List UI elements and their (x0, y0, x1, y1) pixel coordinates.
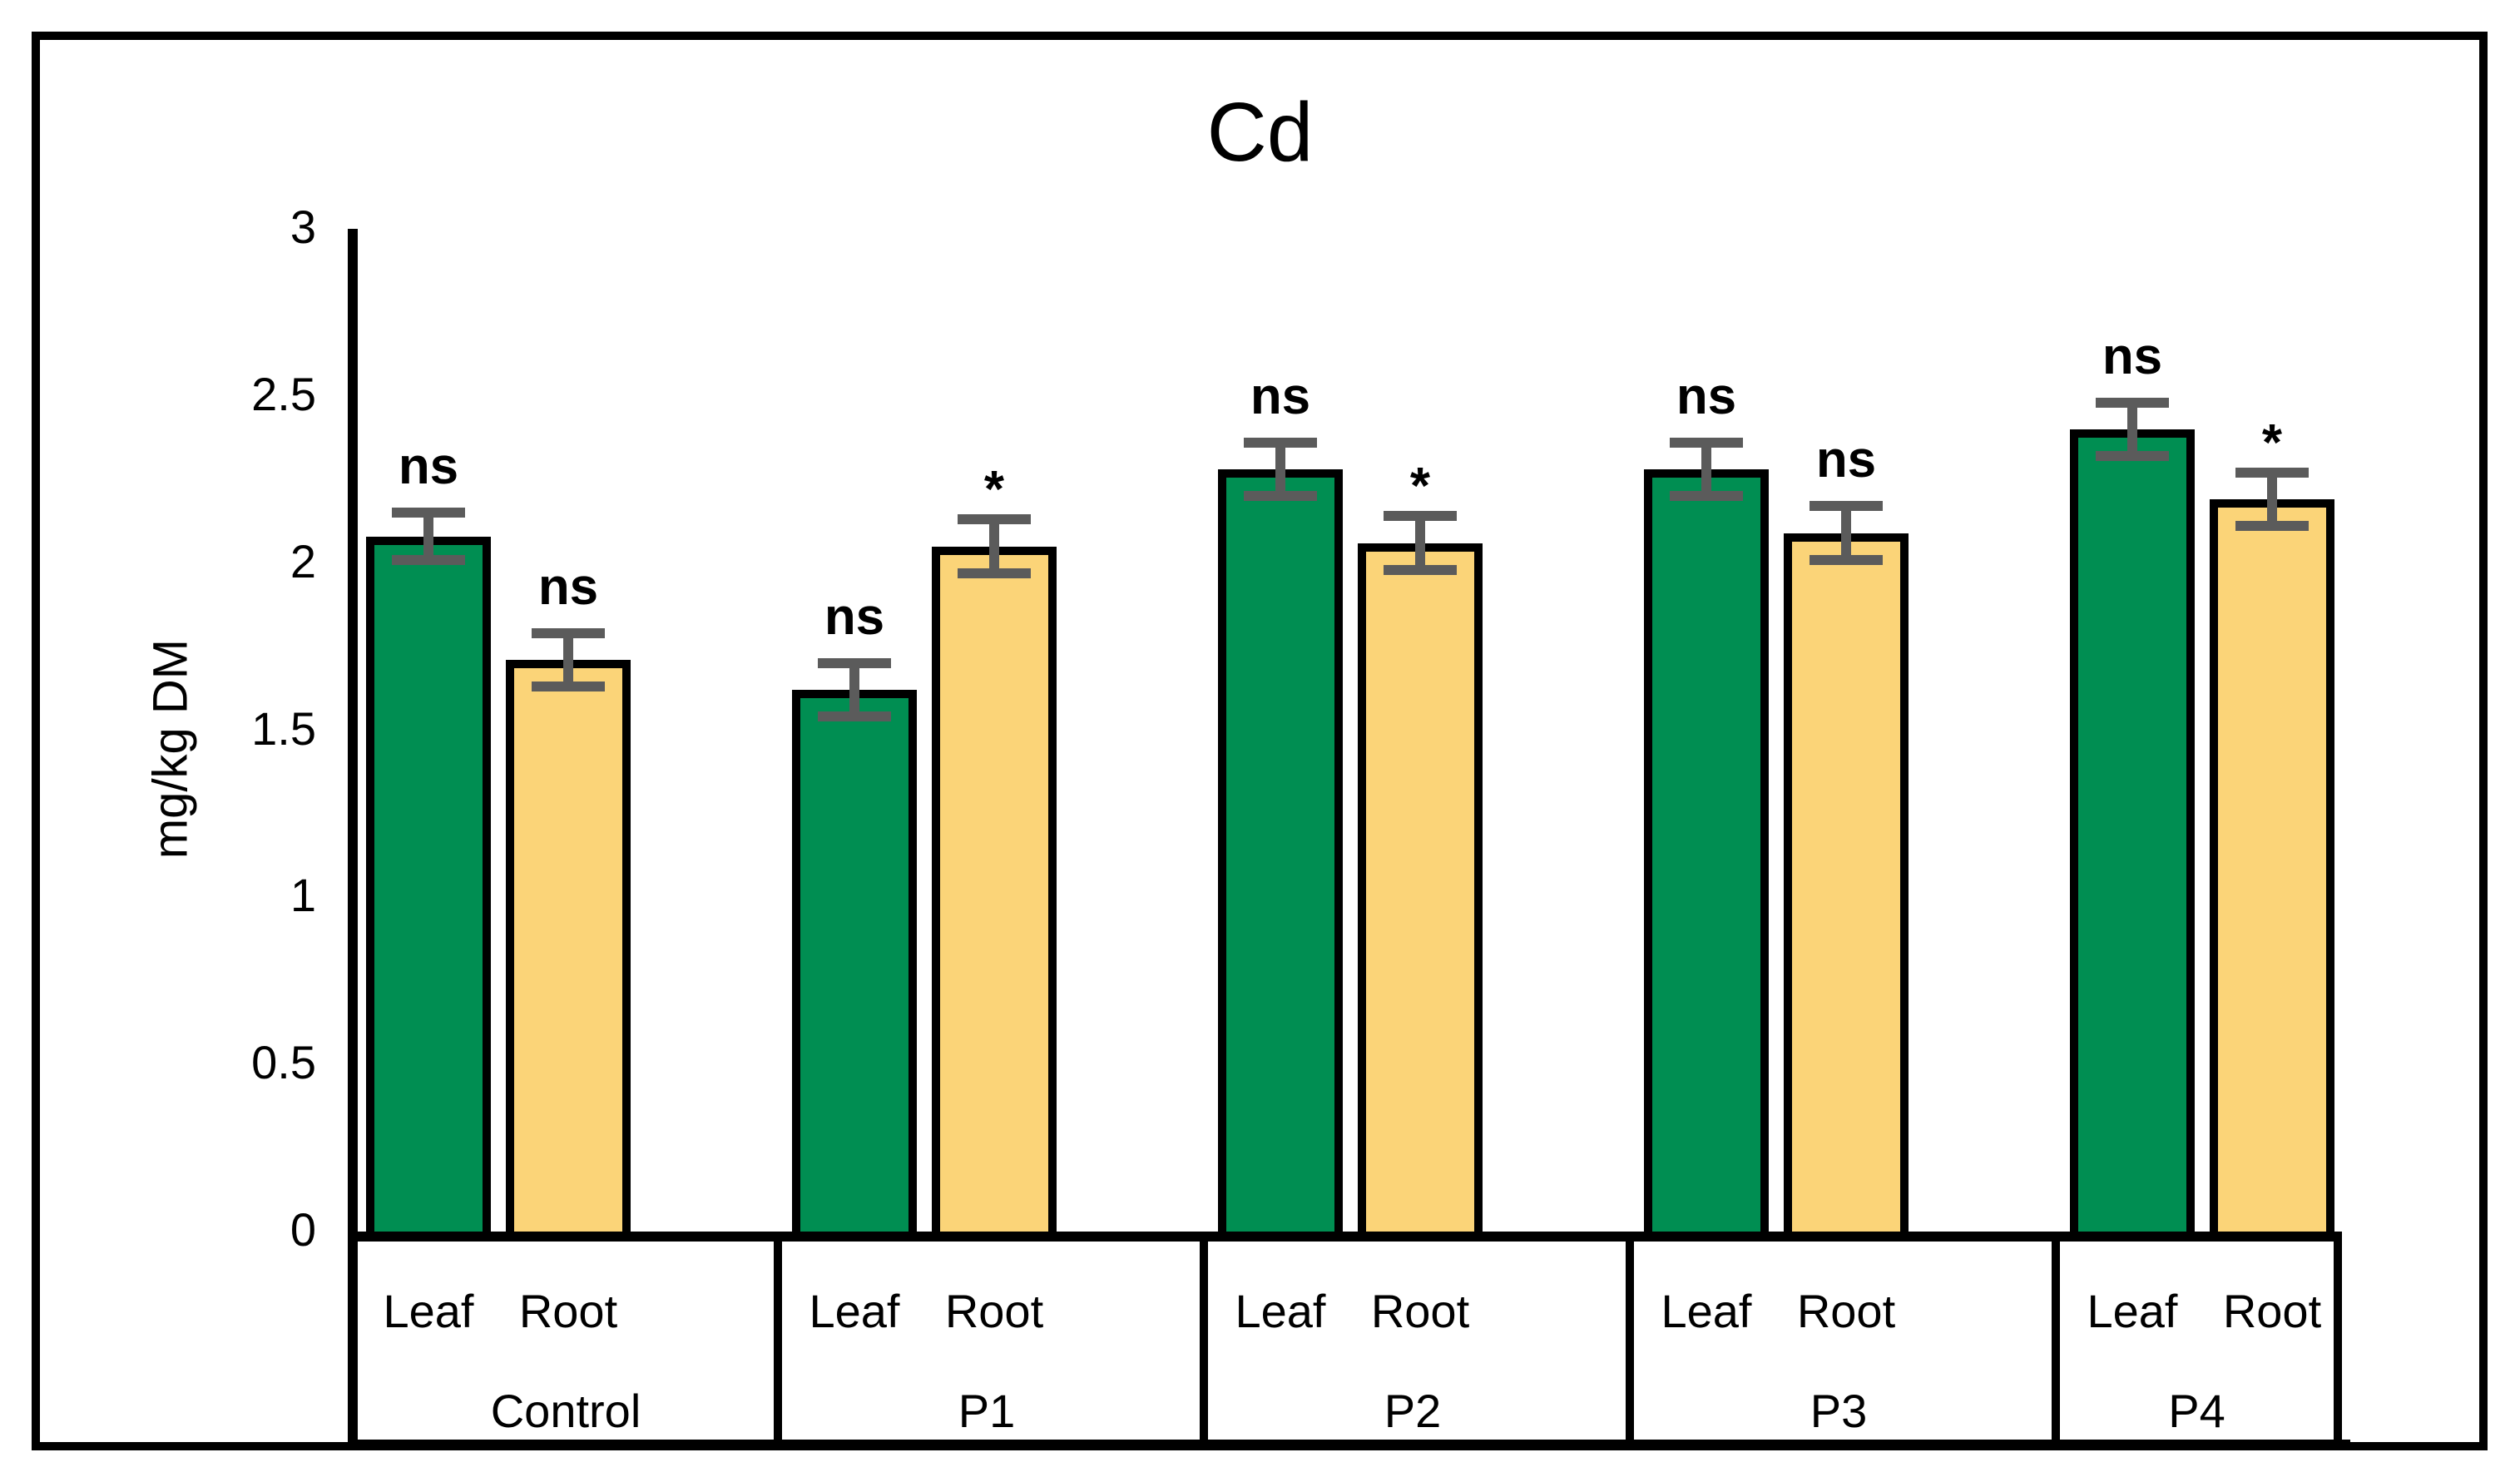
error-bar-cap-top (1244, 438, 1317, 449)
error-bar-line (989, 519, 999, 573)
group-label: Control (490, 1385, 641, 1437)
error-bar-line (2267, 473, 2277, 527)
y-tick-label: 1 (290, 869, 316, 922)
error-bar-cap-bottom (818, 711, 891, 722)
category-box-right (2334, 1232, 2342, 1448)
chart-title: Cd (1206, 86, 1314, 179)
error-bar-cap-bottom (2096, 451, 2169, 462)
subcategory-label: Root (944, 1285, 1044, 1337)
error-bar-cap-top (2235, 468, 2309, 478)
bar-root-p2 (1358, 543, 1483, 1240)
category-divider (774, 1232, 782, 1448)
bar-root-control (506, 660, 631, 1240)
error-bar-cap-top (2096, 397, 2169, 408)
error-bar-cap-top (1810, 501, 1883, 512)
error-bar-line (1275, 443, 1285, 497)
significance-label: ns (537, 558, 599, 617)
y-tick-label: 1.5 (251, 701, 316, 755)
subcategory-label: Root (1796, 1285, 1896, 1337)
group-label: P2 (1384, 1385, 1442, 1437)
y-tick-label: 0.5 (251, 1036, 316, 1089)
subcategory-label: Root (518, 1285, 618, 1337)
group-label: P3 (1810, 1385, 1868, 1437)
significance-label: * (2261, 414, 2283, 473)
error-bar-cap-top (532, 628, 605, 639)
category-divider (1626, 1232, 1634, 1448)
error-bar-cap-bottom (1670, 491, 1743, 502)
significance-label: ns (824, 588, 885, 647)
subcategory-label: Leaf (1235, 1285, 1326, 1337)
error-bar-cap-bottom (392, 554, 465, 565)
bar-root-p4 (2210, 499, 2334, 1240)
bar-leaf-p1 (792, 690, 917, 1240)
error-bar-cap-bottom (1244, 491, 1317, 502)
error-bar-line (563, 633, 573, 687)
category-divider (1200, 1232, 1208, 1448)
error-bar-cap-top (958, 514, 1031, 525)
subcategory-label: Leaf (809, 1285, 900, 1337)
subcategory-label: Root (1370, 1285, 1470, 1337)
category-box-bottom (348, 1440, 2350, 1448)
significance-label: ns (1815, 431, 1877, 489)
y-tick-label: 2.5 (251, 367, 316, 420)
subcategory-label: Root (2222, 1285, 2322, 1337)
significance-label: ns (2102, 327, 2163, 385)
subcategory-label: Leaf (383, 1285, 474, 1337)
x-axis-line (348, 1232, 2342, 1242)
bar-leaf-p4 (2070, 429, 2195, 1240)
bar-leaf-p3 (1644, 469, 1769, 1240)
group-label: P1 (958, 1385, 1016, 1437)
error-bar-cap-top (1384, 511, 1457, 522)
error-bar-line (1415, 516, 1425, 570)
y-axis-line (348, 229, 358, 1448)
subcategory-label: Leaf (1661, 1285, 1752, 1337)
error-bar-cap-top (818, 658, 891, 669)
bar-root-p3 (1784, 533, 1909, 1240)
significance-label: ns (398, 438, 459, 496)
y-tick-label: 2 (290, 534, 316, 587)
error-bar-line (1701, 443, 1711, 497)
error-bar-cap-bottom (1384, 564, 1457, 575)
bar-leaf-p2 (1218, 469, 1343, 1240)
error-bar-line (1841, 506, 1851, 560)
significance-label: ns (1676, 368, 1737, 426)
error-bar-line (849, 663, 859, 717)
subcategory-label: Leaf (2087, 1285, 2178, 1337)
significance-label: * (983, 461, 1005, 519)
category-divider (2052, 1232, 2060, 1448)
bar-root-p1 (932, 546, 1057, 1240)
error-bar-cap-bottom (958, 568, 1031, 578)
error-bar-cap-bottom (2235, 521, 2309, 532)
error-bar-line (423, 513, 433, 560)
bar-leaf-control (366, 536, 491, 1240)
y-tick-label: 3 (290, 201, 316, 253)
error-bar-cap-top (392, 508, 465, 518)
significance-label: ns (1250, 368, 1311, 426)
error-bar-line (2127, 402, 2137, 457)
error-bar-cap-bottom (1810, 554, 1883, 565)
y-tick-label: 0 (290, 1203, 316, 1256)
significance-label: * (1409, 458, 1431, 516)
error-bar-cap-bottom (532, 682, 605, 692)
group-label: P4 (2168, 1385, 2225, 1437)
error-bar-cap-top (1670, 438, 1743, 449)
